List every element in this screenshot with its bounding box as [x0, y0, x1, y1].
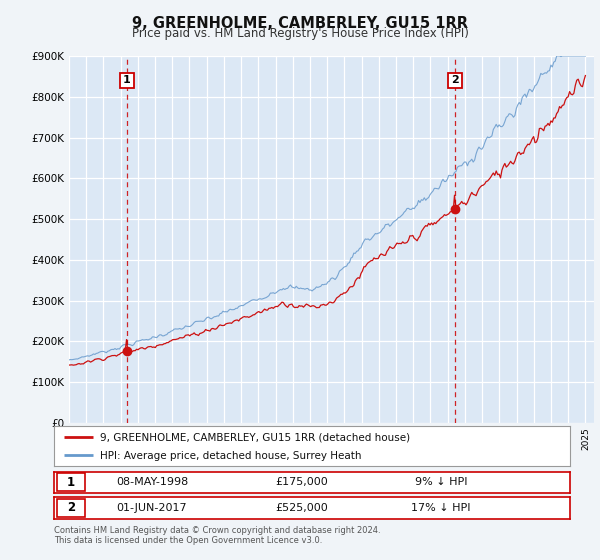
Text: 2: 2: [67, 501, 75, 515]
Text: 1: 1: [123, 76, 131, 86]
FancyBboxPatch shape: [56, 473, 85, 491]
Text: 1: 1: [67, 475, 75, 489]
Text: 9, GREENHOLME, CAMBERLEY, GU15 1RR (detached house): 9, GREENHOLME, CAMBERLEY, GU15 1RR (deta…: [100, 433, 410, 443]
Text: HPI: Average price, detached house, Surrey Heath: HPI: Average price, detached house, Surr…: [100, 451, 362, 461]
Text: Contains HM Land Registry data © Crown copyright and database right 2024.
This d: Contains HM Land Registry data © Crown c…: [54, 526, 380, 545]
Text: £175,000: £175,000: [275, 477, 328, 487]
Text: 01-JUN-2017: 01-JUN-2017: [117, 503, 187, 513]
Text: 2: 2: [451, 76, 459, 86]
Text: 17% ↓ HPI: 17% ↓ HPI: [411, 503, 471, 513]
Text: Price paid vs. HM Land Registry's House Price Index (HPI): Price paid vs. HM Land Registry's House …: [131, 27, 469, 40]
FancyBboxPatch shape: [56, 499, 85, 517]
Text: £525,000: £525,000: [275, 503, 328, 513]
Text: 08-MAY-1998: 08-MAY-1998: [116, 477, 188, 487]
Text: 9% ↓ HPI: 9% ↓ HPI: [415, 477, 467, 487]
Text: 9, GREENHOLME, CAMBERLEY, GU15 1RR: 9, GREENHOLME, CAMBERLEY, GU15 1RR: [132, 16, 468, 31]
